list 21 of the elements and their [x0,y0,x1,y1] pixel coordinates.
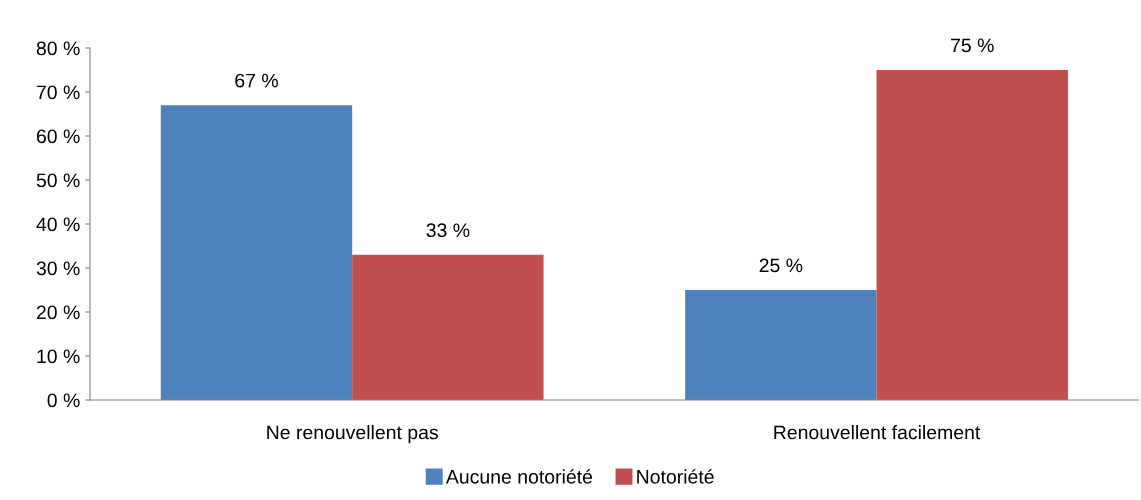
legend-label: Aucune notoriété [445,469,593,484]
x-tick-label: Ne renouvellent pas [267,425,438,444]
y-tick-label: 20 % [36,305,80,320]
x-tick-label: Renouvellent facilement [774,425,981,440]
y-tick-label: 0 % [47,393,80,408]
y-tick-label: 40 % [36,217,80,232]
y-tick-label: 80 % [36,41,80,56]
legend-label: Notoriété [637,469,714,484]
y-tick-label: 50 % [36,173,80,188]
data-label: 75 % [951,38,994,53]
bar [685,290,877,400]
bar [876,70,1068,400]
bar [160,105,353,400]
y-tick-label: 70 % [36,85,80,100]
data-label: 25 % [759,258,803,273]
data-label: 67 % [235,73,278,88]
bar [352,254,544,400]
y-tick-label: 60 % [36,129,80,144]
data-label: 33 % [426,223,470,238]
y-tick-label: 30 % [36,261,80,276]
y-tick-label: 10 % [37,349,80,364]
